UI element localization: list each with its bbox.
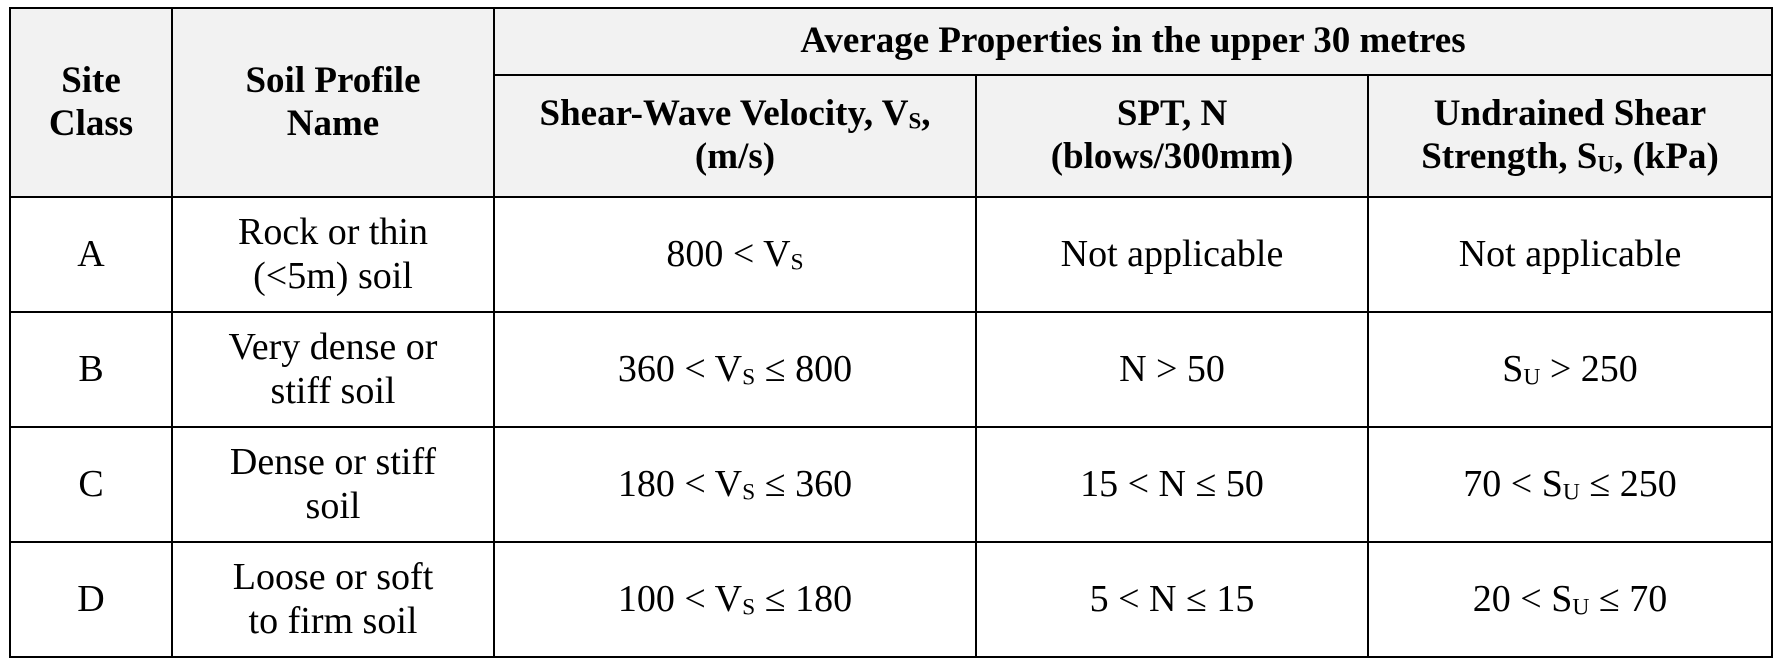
table-cell: D bbox=[9, 541, 173, 658]
table-cell: 15 < N ≤ 50 bbox=[975, 426, 1369, 543]
text: Not applicable bbox=[1458, 232, 1682, 275]
header-cell: Soil Profile Name bbox=[171, 7, 495, 198]
text: Dense or stiff soil bbox=[229, 440, 437, 527]
subscript: U bbox=[1597, 151, 1614, 177]
text: ≤ 800 bbox=[755, 347, 853, 390]
group-header: Average Properties in the upper 30 metre… bbox=[492, 7, 1774, 76]
text: Shear-Wave Velocity, V bbox=[539, 93, 909, 135]
text: 5 < N ≤ 15 bbox=[1089, 577, 1255, 620]
text: A bbox=[77, 232, 105, 275]
subscript: U bbox=[1572, 594, 1590, 621]
text: 15 < N ≤ 50 bbox=[1080, 462, 1264, 505]
text: ≤ 250 bbox=[1579, 462, 1677, 505]
text: 20 < S bbox=[1472, 577, 1573, 620]
subscript: S bbox=[908, 108, 922, 134]
table-cell: N > 50 bbox=[975, 311, 1369, 428]
header-cell: Site Class bbox=[9, 7, 173, 198]
text: Very dense or stiff soil bbox=[228, 325, 438, 412]
header-row: Shear-Wave Velocity, VS, (m/s) SPT, N (bl… bbox=[10, 74, 1774, 198]
table-cell: 180 < VS ≤ 360 bbox=[493, 426, 977, 543]
table-cell: C bbox=[9, 426, 173, 543]
table-row: B Very dense or stiff soil 360 < VS ≤ 800 N… bbox=[9, 311, 1774, 428]
table-cell: Rock or thin (<5m) soil bbox=[171, 196, 495, 313]
text: , (kPa) bbox=[1613, 136, 1719, 177]
text: Loose or soft to firm soil bbox=[232, 555, 434, 642]
table-cell: 800 < VS bbox=[493, 196, 977, 313]
text: S bbox=[1502, 347, 1524, 390]
header-cell: Undrained Shear Strength, SU, (kPa) bbox=[1366, 74, 1774, 198]
table-cell: Not applicable bbox=[975, 196, 1369, 313]
table-cell: A bbox=[9, 196, 173, 313]
subscript: S bbox=[742, 479, 756, 506]
table-cell: B bbox=[9, 311, 173, 428]
text: 100 < V bbox=[617, 577, 743, 620]
text: ≤ 360 bbox=[755, 462, 853, 505]
text: Not applicable bbox=[1060, 232, 1284, 275]
text: B bbox=[78, 347, 104, 390]
subscript: S bbox=[742, 364, 756, 391]
table-cell: Not applicable bbox=[1366, 196, 1774, 313]
header-row: Site Class Soil Profile Name Average Pro… bbox=[9, 7, 1774, 198]
text: 360 < V bbox=[617, 347, 743, 390]
text: N > 50 bbox=[1119, 347, 1225, 390]
text: 180 < V bbox=[617, 462, 743, 505]
soil-table: Site Class Soil Profile Name Average Pro… bbox=[9, 7, 1774, 658]
subscript: U bbox=[1523, 364, 1541, 391]
subscript: S bbox=[790, 249, 804, 276]
table-row: A Rock or thin (<5m) soil 800 < VS Not appl… bbox=[9, 196, 1774, 313]
header-cell: Shear-Wave Velocity, VS, (m/s) bbox=[493, 74, 977, 198]
table-row: C Dense or stiff soil 180 < VS ≤ 360 15 < N… bbox=[9, 426, 1774, 543]
text: D bbox=[77, 577, 105, 620]
subscript: U bbox=[1562, 479, 1580, 506]
text: Rock or thin (<5m) soil bbox=[238, 210, 428, 297]
table-row: D Loose or soft to firm soil 100 < VS ≤ 18… bbox=[9, 541, 1774, 658]
table-cell: SU > 250 bbox=[1366, 311, 1774, 428]
text: Undrained Shear Strength, S bbox=[1421, 93, 1707, 177]
text: 70 < S bbox=[1463, 462, 1563, 505]
text: SPT, N (blows/300mm) bbox=[1050, 93, 1294, 177]
text: C bbox=[78, 462, 104, 505]
text: ≤ 180 bbox=[755, 577, 853, 620]
text: > 250 bbox=[1540, 347, 1638, 390]
text: 800 < V bbox=[666, 232, 791, 275]
table-cell: Dense or stiff soil bbox=[171, 426, 495, 543]
header-cell: SPT, N (blows/300mm) bbox=[975, 74, 1369, 198]
text: ≤ 70 bbox=[1589, 577, 1668, 620]
table-cell: Loose or soft to firm soil bbox=[171, 541, 495, 658]
table-cell: 20 < SU ≤ 70 bbox=[1366, 541, 1774, 658]
table-cell: 5 < N ≤ 15 bbox=[975, 541, 1369, 658]
text: , (m/s) bbox=[694, 93, 931, 177]
table-cell: 70 < SU ≤ 250 bbox=[1366, 426, 1774, 543]
table-cell: 100 < VS ≤ 180 bbox=[493, 541, 977, 658]
subscript: S bbox=[742, 594, 756, 621]
table-cell: 360 < VS ≤ 800 bbox=[493, 311, 977, 428]
table-cell: Very dense or stiff soil bbox=[171, 311, 495, 428]
